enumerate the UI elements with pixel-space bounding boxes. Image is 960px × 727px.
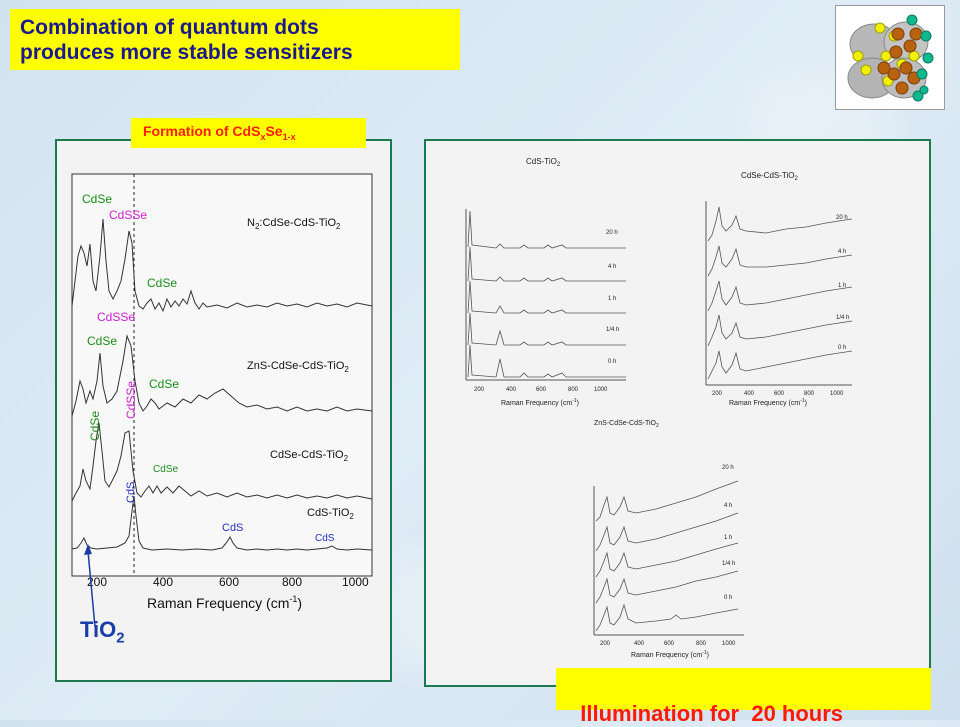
panel-b-tick-400: 400: [744, 391, 755, 397]
spectrum-n2-cdse-cds-tio2: [71, 218, 373, 313]
panel-c-tick-200: 200: [600, 641, 611, 647]
panel-c-label-1h: 1 h: [724, 535, 732, 541]
annot-cdse-3: CdSe: [87, 334, 117, 348]
panel-c-tick-400: 400: [634, 641, 645, 647]
quantum-dot-graphic: [847, 14, 934, 102]
panel-a-label-quarter: 1/4 h: [606, 327, 619, 333]
formation-text-prefix: Formation of CdS: [143, 123, 261, 139]
panel-c-x-label: Raman Frequency (cm-1): [631, 650, 709, 659]
panel-b-label-4h: 4 h: [838, 249, 846, 255]
panel-a-tick-600: 600: [536, 387, 547, 393]
left-raman-chart: 200 400 600 800 1000 Raman Frequency (cm…: [71, 173, 373, 628]
panel-b-tick-800: 800: [804, 391, 815, 397]
illumination-label-box: Illumination for 20 hours: [556, 668, 931, 726]
annot-cds-1: CdS: [222, 522, 243, 534]
formation-sub-1x: 1-x: [282, 131, 296, 142]
left-tick-400: 400: [153, 575, 173, 589]
annot-cdsse-2: CdSSe: [97, 310, 135, 324]
spectrum-cds-tio2: [71, 495, 373, 551]
panel-c-label-0h: 0 h: [724, 595, 732, 601]
spectrum-label-n2: N2:CdSe-CdS-TiO2: [247, 217, 341, 231]
slide-title-line-2: produces more stable sensitizers: [20, 41, 353, 64]
left-x-axis-label: Raman Frequency (cm-1): [147, 594, 302, 611]
annot-cdsse-1: CdSSe: [109, 208, 147, 222]
panel-a-spectra: [467, 210, 626, 378]
tio2-sub: 2: [116, 629, 125, 647]
panel-c-spectra: [595, 480, 739, 632]
tio2-arrow: [87, 550, 96, 628]
panel-c-label-20h: 20 h: [722, 465, 734, 471]
panel-b-tick-200: 200: [712, 391, 723, 397]
panel-b-label-1h: 1 h: [838, 283, 846, 289]
annot-cdse-2: CdSe: [147, 276, 177, 290]
panel-b-spectra: [707, 206, 853, 380]
spectrum-label-cdse-cds: CdSe-CdS-TiO2: [270, 449, 349, 463]
annot-cds-2: CdS: [315, 533, 335, 544]
annot-cdse-5: CdSe: [153, 464, 178, 475]
panel-c-tick-1000: 1000: [722, 641, 736, 647]
panel-a-label-0h: 0 h: [608, 359, 616, 365]
panel-c-label-4h: 4 h: [724, 503, 732, 509]
annot-cdse-rotated: CdSe: [88, 411, 102, 441]
panel-a-tick-200: 200: [474, 387, 485, 393]
spectrum-label-zns: ZnS-CdSe-CdS-TiO2: [247, 360, 349, 374]
left-plot-frame: [71, 173, 373, 577]
panel-a-label-1h: 1 h: [608, 296, 616, 302]
formation-label-box: Formation of CdSxSe1-x: [131, 118, 366, 148]
panel-a-tick-800: 800: [568, 387, 579, 393]
quantum-dot-illustration: [835, 5, 945, 110]
panel-a-tick-1000: 1000: [594, 387, 608, 393]
tio2-callout-label: TiO2: [80, 617, 125, 646]
illumination-text: Illumination for 20 hours: [580, 701, 844, 726]
panel-b-label-quarter: 1/4 h: [836, 315, 849, 321]
annot-cdse-1: CdSe: [82, 192, 112, 206]
spectrum-label-cds: CdS-TiO2: [307, 507, 354, 521]
panel-b-label-20h: 20 h: [836, 215, 848, 221]
slide-title-line-1: Combination of quantum dots: [20, 16, 319, 39]
annot-cdsse-rotated: CdSSe: [124, 381, 138, 419]
left-tick-200: 200: [87, 575, 107, 589]
panel-b-tick-1000: 1000: [830, 391, 844, 397]
formation-sub-x: x: [260, 131, 266, 142]
slide-title-box: Combination of quantum dots produces mor…: [10, 9, 460, 70]
spectrum-zns-cdse-cds-tio2: [71, 334, 373, 417]
annot-cdse-4: CdSe: [149, 377, 179, 391]
panel-c-tick-600: 600: [664, 641, 675, 647]
panel-b-title: CdSe-CdS-TiO2: [741, 171, 799, 182]
tio2-text: TiO: [80, 617, 117, 642]
panel-a-x-label: Raman Frequency (cm-1): [501, 398, 579, 407]
panel-b-x-label: Raman Frequency (cm-1): [729, 398, 807, 407]
panel-c-tick-800: 800: [696, 641, 707, 647]
panel-a-label-4h: 4 h: [608, 264, 616, 270]
right-illumination-charts: CdS-TiO2 20 h 4 h 1 h 1/4 h 0 h 200 400 …: [465, 157, 853, 659]
panel-c-label-quarter: 1/4 h: [722, 561, 735, 567]
panel-a-tick-400: 400: [506, 387, 517, 393]
panel-b-tick-600: 600: [774, 391, 785, 397]
panel-b-label-0h: 0 h: [838, 345, 846, 351]
spectrum-cdse-cds-tio2: [71, 422, 373, 502]
left-tick-600: 600: [219, 575, 239, 589]
formation-text-se: Se: [265, 123, 283, 139]
right-illumination-panel: CdS-TiO2 20 h 4 h 1 h 1/4 h 0 h 200 400 …: [424, 139, 931, 687]
panel-a-title: CdS-TiO2: [526, 157, 561, 168]
panel-c-title: ZnS-CdSe-CdS-TiO2: [594, 420, 659, 429]
left-tick-1000: 1000: [342, 575, 369, 589]
left-tick-800: 800: [282, 575, 302, 589]
tio2-arrowhead: [84, 544, 92, 555]
panel-a-label-20h: 20 h: [606, 230, 618, 236]
left-raman-panel: 200 400 600 800 1000 Raman Frequency (cm…: [55, 139, 392, 682]
annot-cds-rotated: CdS: [125, 482, 137, 503]
